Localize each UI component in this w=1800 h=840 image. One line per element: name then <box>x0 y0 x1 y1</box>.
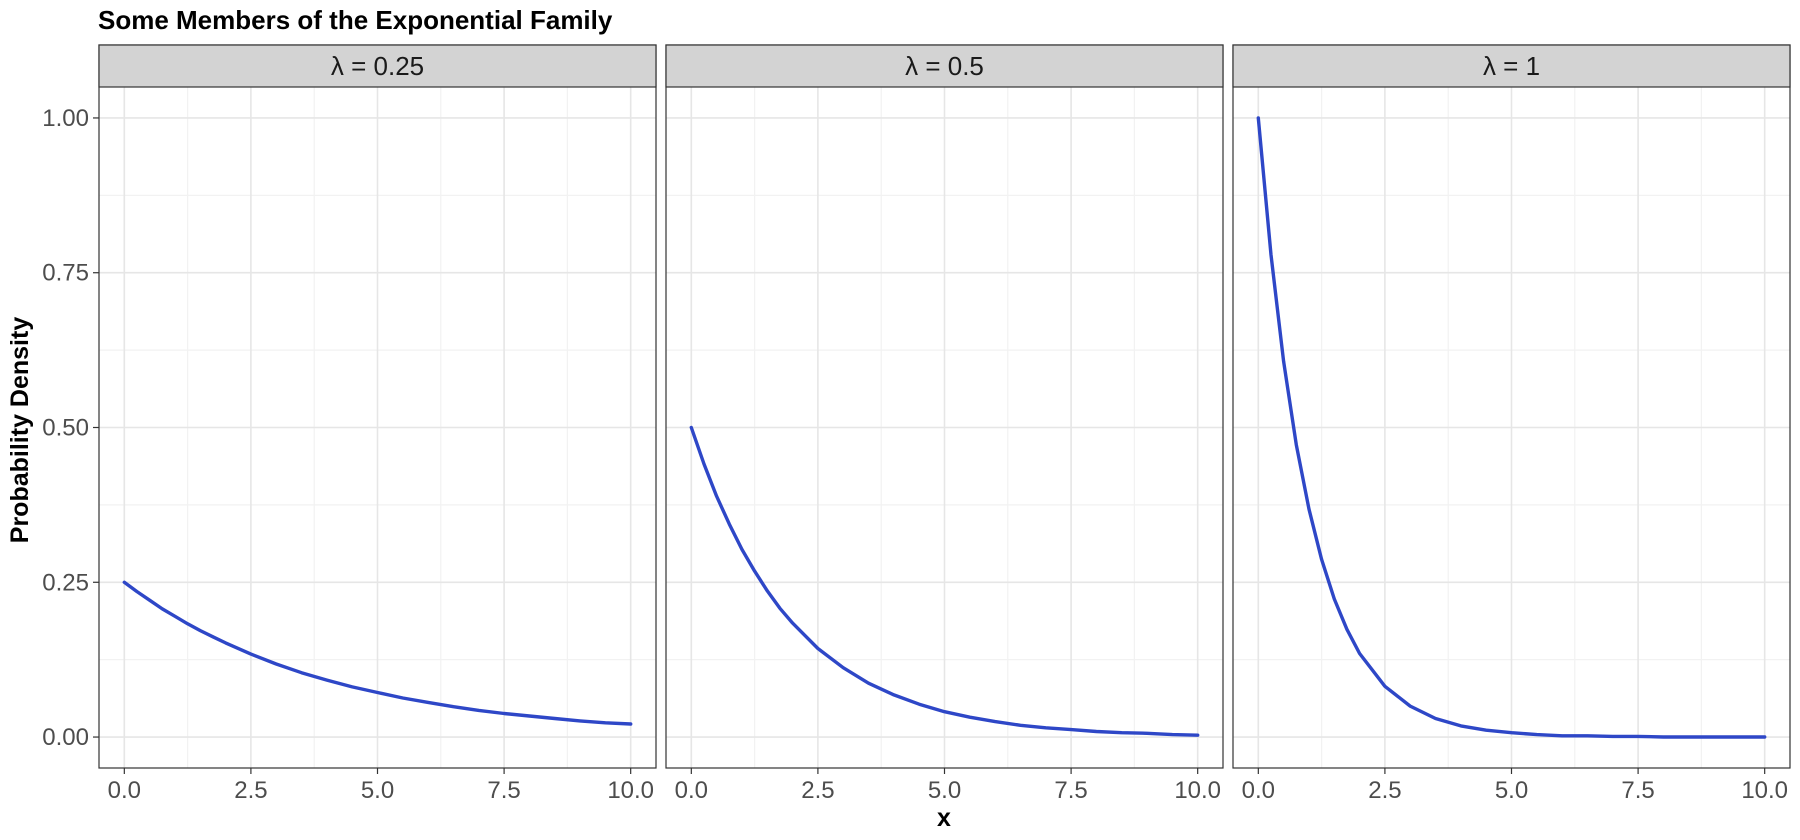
x-tick-label: 5.0 <box>928 777 961 804</box>
facet-panel: λ = 0.25 0.0 2.5 5.0 7.5 10.0 0.00 0.25 0.50 0.75… <box>42 44 657 804</box>
x-tick-label: 10.0 <box>607 777 654 804</box>
y-tick-label: 0.00 <box>42 724 89 751</box>
series-line <box>689 425 1200 737</box>
x-tick-label: 7.5 <box>1621 777 1654 804</box>
y-tick-label: 0.25 <box>42 569 89 596</box>
x-tick-label: 5.0 <box>361 777 394 804</box>
x-tick-label: 2.5 <box>801 777 834 804</box>
chart-title: Some Members of the Exponential Family <box>98 5 613 35</box>
x-tick-label: 7.5 <box>1054 777 1087 804</box>
facet-strip-label: λ = 1 <box>1483 51 1540 81</box>
x-tick-label: 0.0 <box>675 777 708 804</box>
y-tick-label: 0.50 <box>42 415 89 442</box>
x-tick-label: 2.5 <box>234 777 267 804</box>
facet-strip <box>98 44 657 88</box>
y-tick-label: 1.00 <box>42 105 89 132</box>
facet-strip <box>1232 44 1791 88</box>
x-axis-title: x <box>937 804 951 832</box>
facet-panel: λ = 1 0.0 2.5 5.0 7.5 10.0 <box>1232 44 1791 804</box>
facet-strip-label: λ = 0.5 <box>905 51 984 81</box>
x-tick-label: 5.0 <box>1495 777 1528 804</box>
x-tick-label: 0.0 <box>1242 777 1275 804</box>
x-tick-label: 2.5 <box>1368 777 1401 804</box>
facet-strip-label: λ = 0.25 <box>331 51 424 81</box>
facet-panel: λ = 0.5 0.0 2.5 5.0 7.5 10.0 <box>665 44 1224 804</box>
x-tick-label: 10.0 <box>1174 777 1221 804</box>
x-tick-label: 7.5 <box>487 777 520 804</box>
series-line <box>122 580 633 726</box>
x-tick-label: 0.0 <box>108 777 141 804</box>
y-axis-title: Probability Density <box>6 317 34 544</box>
facet-panels: λ = 0.25 0.0 2.5 5.0 7.5 10.0 0.00 0.25 0.50 0.75… <box>42 44 1791 804</box>
facet-strip <box>665 44 1224 88</box>
x-tick-label: 10.0 <box>1741 777 1788 804</box>
y-tick-label: 0.75 <box>42 260 89 287</box>
series-line <box>1256 116 1767 739</box>
